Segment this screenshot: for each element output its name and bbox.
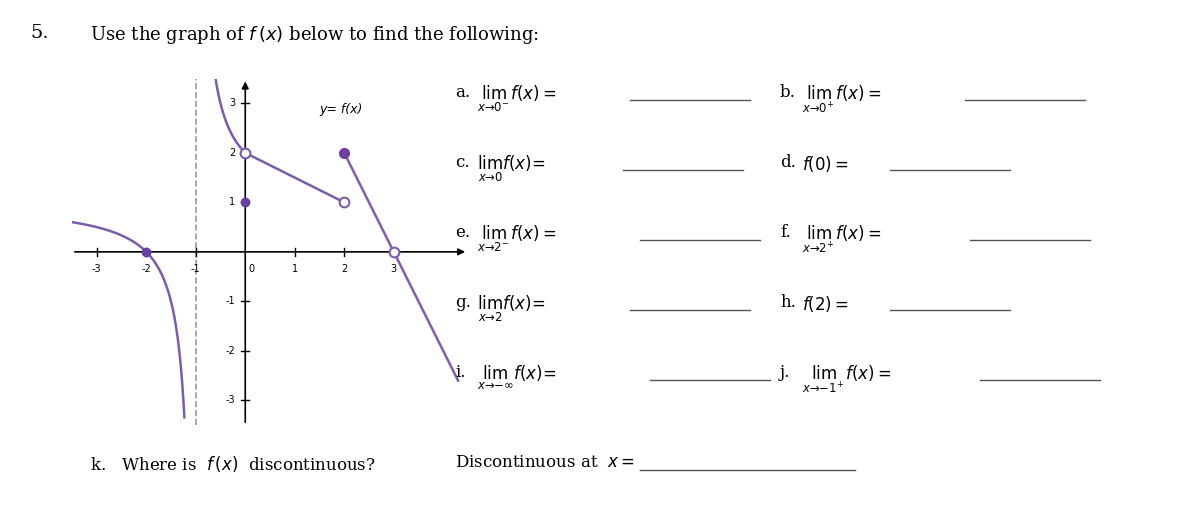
- Text: c.: c.: [455, 154, 469, 171]
- Text: e.: e.: [455, 224, 470, 241]
- Text: 0: 0: [248, 264, 254, 274]
- Text: $\lim_{x\to -1^+} f(x) =$: $\lim_{x\to -1^+} f(x) =$: [802, 364, 892, 395]
- Text: $\lim_{x\to 0} f(x) =$: $\lim_{x\to 0} f(x) =$: [478, 154, 545, 184]
- Text: 3: 3: [229, 98, 235, 108]
- Text: -3: -3: [226, 395, 235, 406]
- Text: i.: i.: [455, 364, 466, 381]
- Text: h.: h.: [780, 294, 796, 311]
- Text: -2: -2: [226, 346, 235, 356]
- Text: 2: 2: [341, 264, 347, 274]
- Text: k.   Where is  $f\,(x)$  discontinuous?: k. Where is $f\,(x)$ discontinuous?: [90, 454, 376, 474]
- Text: $\lim_{x\to 0^+} f(x)=$: $\lim_{x\to 0^+} f(x)=$: [802, 84, 882, 116]
- Text: 1: 1: [292, 264, 298, 274]
- Text: g.: g.: [455, 294, 470, 311]
- Text: $f(2) =$: $f(2) =$: [802, 294, 848, 314]
- Text: y= f(x): y= f(x): [319, 103, 362, 116]
- Text: -1: -1: [226, 297, 235, 306]
- Text: $\lim_{x\to 2^-} f(x) =$: $\lim_{x\to 2^-} f(x) =$: [478, 224, 557, 254]
- Text: -3: -3: [92, 264, 102, 274]
- Text: 1: 1: [229, 197, 235, 207]
- Text: $\lim_{x\to -\infty} f(x)=$: $\lim_{x\to -\infty} f(x)=$: [478, 364, 556, 392]
- Text: j.: j.: [780, 364, 791, 381]
- Text: 2: 2: [229, 148, 235, 158]
- Text: -1: -1: [191, 264, 200, 274]
- Text: -2: -2: [142, 264, 151, 274]
- Text: $\lim_{x\to 0^-} f(x)=$: $\lim_{x\to 0^-} f(x)=$: [478, 84, 557, 114]
- Text: Discontinuous at  $x =$: Discontinuous at $x =$: [455, 454, 635, 471]
- Text: f.: f.: [780, 224, 791, 241]
- Text: 5.: 5.: [30, 24, 49, 42]
- Text: b.: b.: [780, 84, 796, 101]
- Text: $\lim_{x\to 2^+} f(x) =$: $\lim_{x\to 2^+} f(x) =$: [802, 224, 882, 255]
- Text: a.: a.: [455, 84, 470, 101]
- Text: $f(0) =$: $f(0) =$: [802, 154, 848, 174]
- Text: d.: d.: [780, 154, 796, 171]
- Text: 3: 3: [391, 264, 397, 274]
- Text: Use the graph of $f\,(x)$ below to find the following:: Use the graph of $f\,(x)$ below to find …: [90, 24, 539, 46]
- Text: $\lim_{x\to 2} f(x) =$: $\lim_{x\to 2} f(x) =$: [478, 294, 545, 324]
